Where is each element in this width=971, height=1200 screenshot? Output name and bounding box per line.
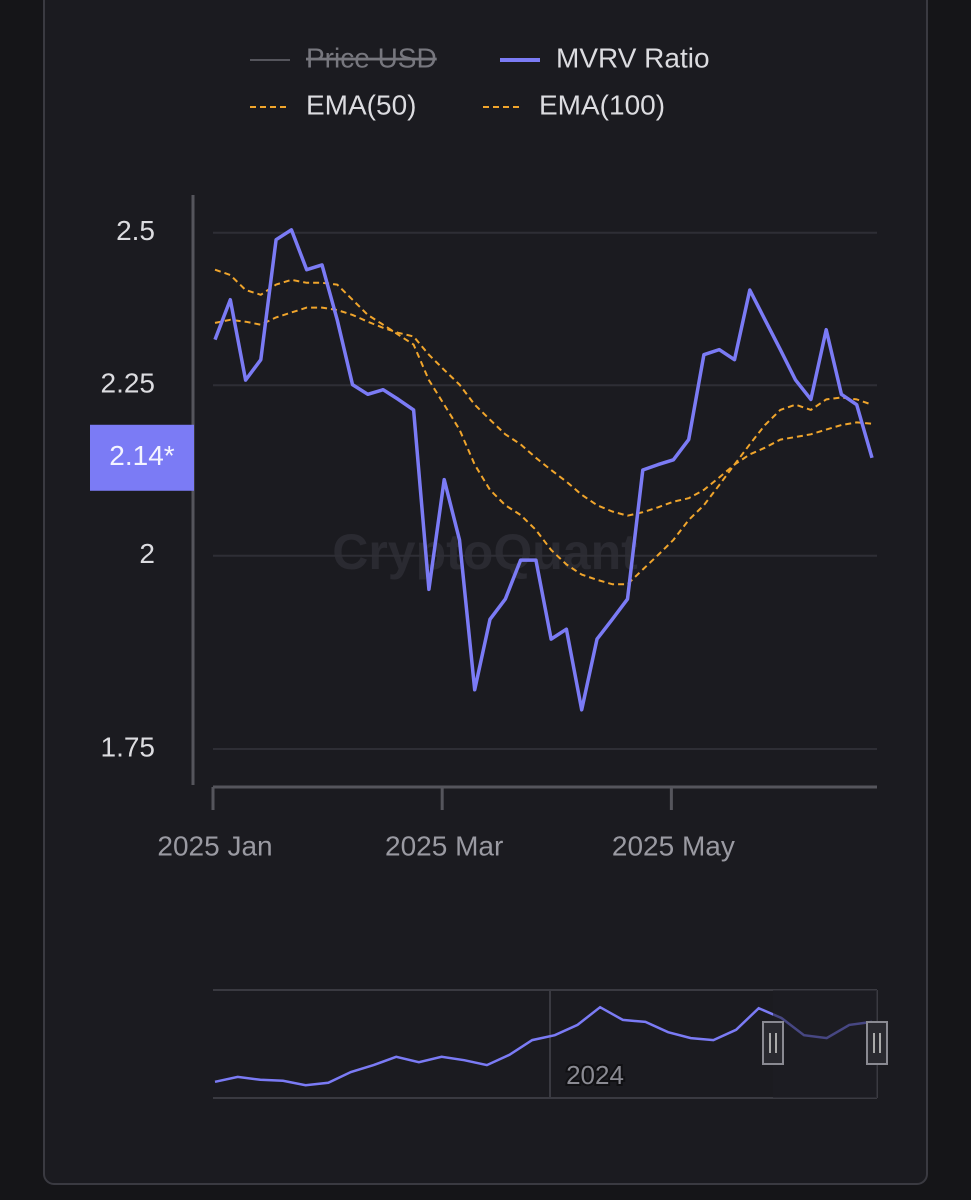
legend-label: Price USD xyxy=(306,42,437,73)
navigator-handle xyxy=(866,1021,888,1065)
navigator-handle xyxy=(762,1021,784,1065)
x-tick-label: 2025 Mar xyxy=(385,830,503,861)
legend-label: EMA(50) xyxy=(306,89,416,120)
navigator-label: 2024 xyxy=(566,1060,624,1090)
navigator-line xyxy=(214,1005,873,1087)
series-line xyxy=(214,268,873,586)
y-tick-label: 1.75 xyxy=(101,731,156,762)
y-tick-label: 2 xyxy=(139,538,155,569)
legend-label: MVRV Ratio xyxy=(556,42,710,73)
current-value-box xyxy=(90,424,194,491)
series-line xyxy=(214,306,873,517)
x-tick-label: 2025 Jan xyxy=(157,830,272,861)
card xyxy=(43,0,928,1185)
current-value-label: 2.14* xyxy=(109,440,174,471)
y-tick-label: 2.5 xyxy=(116,215,155,246)
series-line xyxy=(213,228,874,712)
y-tick-label: 2.25 xyxy=(101,368,156,399)
legend: Price USD MVRV Ratio EMA(50) EMA(100) xyxy=(250,42,710,120)
legend-label: EMA(100) xyxy=(539,89,665,120)
x-tick-label: 2025 May xyxy=(612,830,735,861)
navigator-window xyxy=(773,990,877,1098)
watermark: CryptoQuant xyxy=(332,524,638,580)
